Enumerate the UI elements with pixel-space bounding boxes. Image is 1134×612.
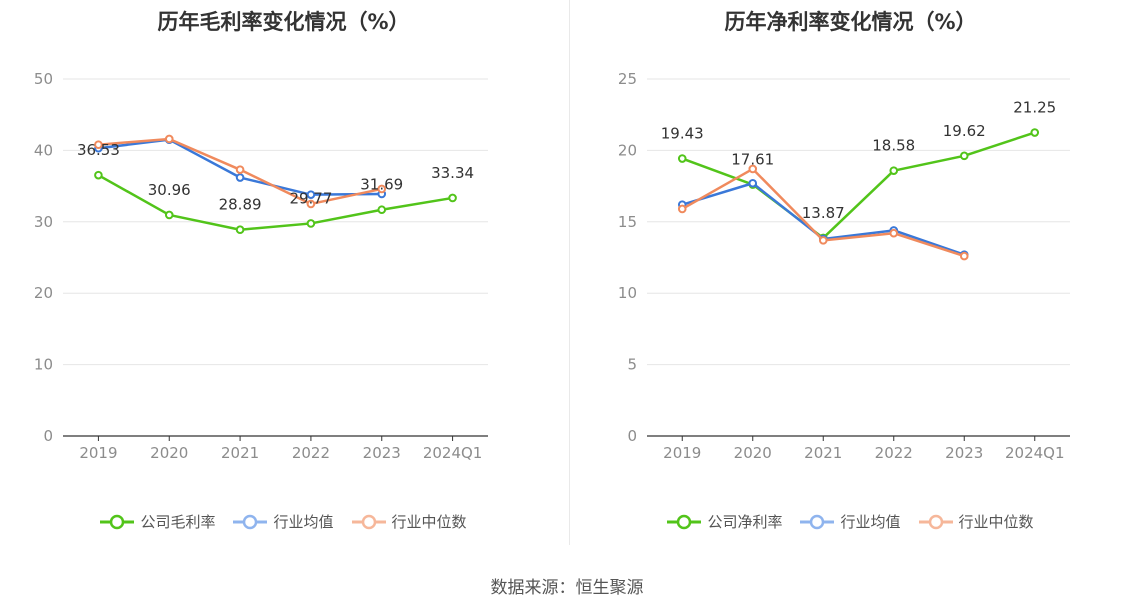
x-tick-label: 2019 [663, 444, 701, 462]
y-tick-label: 50 [34, 70, 53, 88]
data-point-avg [235, 173, 245, 182]
legend-label: 公司净利率 [707, 513, 783, 531]
data-point-company [1030, 128, 1040, 137]
legend-avg-swatch-icon [800, 514, 835, 529]
data-label: 19.43 [661, 125, 704, 143]
data-label: 28.89 [219, 196, 262, 214]
data-point-median [889, 228, 899, 238]
data-label: 19.62 [943, 122, 986, 140]
data-point-company [377, 205, 387, 215]
chart-title: 历年净利率变化情况（%） [724, 10, 977, 34]
legend-item-avg[interactable]: 行业均值 [233, 511, 334, 532]
data-point-company [306, 219, 316, 228]
y-tick-label: 15 [618, 213, 637, 231]
data-point-median [377, 184, 387, 194]
y-tick-label: 5 [627, 356, 637, 374]
data-source: 数据来源：恒生聚源 [490, 578, 644, 598]
y-tick-label: 0 [43, 427, 53, 445]
data-label: 31.69 [360, 176, 403, 194]
legend-label: 行业均值 [840, 513, 901, 531]
data-point-median [94, 140, 103, 149]
y-tick-label: 40 [34, 141, 53, 159]
legend-item-company[interactable]: 公司净利率 [667, 511, 782, 532]
data-label: 13.87 [802, 204, 845, 222]
net-margin-plot: 0 5 10 15 20 25 2019 2020 2021 2022 2023 2024Q1 19.4… [618, 70, 1070, 462]
data-point-company [164, 210, 174, 220]
x-tick-label: 2022 [875, 444, 913, 462]
data-label: 30.96 [148, 181, 191, 199]
x-tick-label: 2020 [150, 444, 188, 462]
x-tick-label: 2023 [945, 444, 983, 462]
x-tick-label: 2023 [363, 444, 401, 462]
data-point-median [677, 204, 687, 214]
data-point-median [748, 164, 758, 174]
data-point-company [889, 166, 899, 175]
x-tick-label: 2019 [79, 444, 117, 462]
y-tick-label: 10 [618, 284, 637, 302]
y-tick-label: 30 [34, 213, 53, 231]
data-label: 17.61 [731, 151, 774, 169]
x-tick-label: 2024Q1 [423, 444, 483, 462]
legend-label: 公司毛利率 [140, 513, 216, 531]
legend-item-company[interactable]: 公司毛利率 [100, 511, 215, 532]
y-tick-label: 20 [618, 141, 637, 159]
data-point-company [959, 151, 969, 161]
legend: 公司净利率 行业均值 行业中位数 [567, 511, 1134, 532]
legend-avg-swatch-icon [233, 514, 268, 529]
data-label: 21.25 [1013, 99, 1056, 117]
data-point-avg [306, 190, 316, 199]
data-label: 33.34 [431, 164, 474, 182]
data-label: 36.53 [77, 141, 120, 159]
x-tick-label: 2020 [734, 444, 772, 462]
data-label: 29.77 [289, 189, 332, 207]
gross-margin-chart: 历年毛利率变化情况（%） 0 10 20 30 40 50 2019 2020 2021 2022… [0, 0, 567, 545]
data-point-company [94, 170, 103, 180]
x-tick-label: 2021 [221, 444, 259, 462]
series-line-company [681, 131, 1036, 240]
chart-title: 历年毛利率变化情况（%） [157, 10, 410, 34]
data-point-median [818, 236, 828, 245]
x-tick-label: 2024Q1 [1005, 444, 1065, 462]
legend-median-swatch-icon [918, 514, 953, 529]
legend: 公司毛利率 行业均值 行业中位数 [0, 511, 567, 532]
data-point-median [959, 251, 969, 261]
x-tick-label: 2022 [292, 444, 330, 462]
data-label: 18.58 [872, 137, 915, 155]
legend-company-swatch-icon [100, 514, 135, 529]
y-tick-label: 20 [34, 284, 53, 302]
data-point-company [448, 193, 457, 203]
legend-item-median[interactable]: 行业中位数 [351, 511, 467, 532]
legend-company-swatch-icon [667, 514, 702, 529]
data-point-median [306, 199, 316, 209]
x-tick-label: 2021 [804, 444, 842, 462]
legend-item-avg[interactable]: 行业均值 [800, 511, 901, 532]
net-margin-chart: 历年净利率变化情况（%） 0 5 10 15 20 25 2019 2020 2021 2022 2… [567, 0, 1134, 545]
data-point-median [235, 165, 245, 174]
legend-median-swatch-icon [351, 514, 386, 529]
legend-label: 行业均值 [273, 513, 334, 531]
data-point-company [677, 154, 687, 163]
y-tick-label: 25 [618, 70, 637, 88]
data-point-median [164, 134, 174, 144]
data-point-avg [748, 178, 758, 188]
data-point-company [235, 225, 245, 235]
panel-divider [569, 0, 570, 545]
legend-item-median[interactable]: 行业中位数 [918, 511, 1034, 532]
y-tick-label: 10 [34, 356, 53, 374]
gross-margin-plot: 0 10 20 30 40 50 2019 2020 2021 2022 2023 2024Q1 36.… [34, 70, 488, 462]
y-tick-label: 0 [627, 427, 637, 445]
legend-label: 行业中位数 [958, 513, 1034, 531]
series-line-company [97, 174, 453, 231]
legend-label: 行业中位数 [391, 513, 467, 531]
